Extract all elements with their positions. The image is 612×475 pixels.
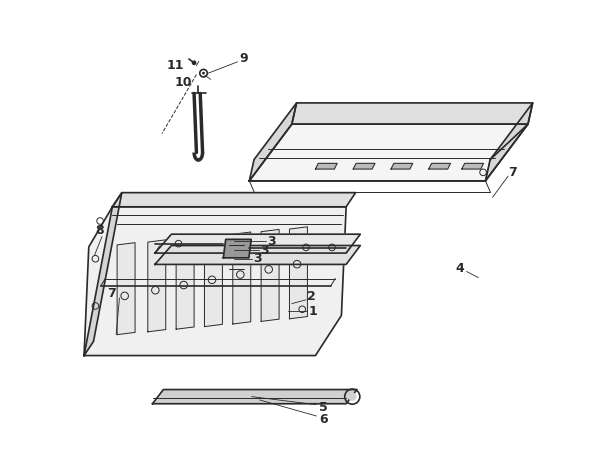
Text: 3: 3 bbox=[261, 244, 269, 257]
Text: 2: 2 bbox=[307, 290, 316, 303]
Polygon shape bbox=[152, 390, 357, 404]
Text: 10: 10 bbox=[174, 76, 192, 89]
Text: 9: 9 bbox=[239, 53, 248, 66]
Polygon shape bbox=[113, 193, 356, 207]
Polygon shape bbox=[315, 163, 337, 169]
Polygon shape bbox=[84, 193, 122, 356]
Polygon shape bbox=[249, 124, 528, 181]
Polygon shape bbox=[204, 235, 222, 327]
Circle shape bbox=[202, 72, 205, 75]
Text: 7: 7 bbox=[107, 287, 116, 300]
Polygon shape bbox=[249, 103, 297, 181]
Polygon shape bbox=[84, 207, 346, 356]
Polygon shape bbox=[292, 103, 532, 124]
Polygon shape bbox=[261, 229, 279, 322]
Polygon shape bbox=[233, 232, 251, 324]
Polygon shape bbox=[117, 243, 135, 335]
Polygon shape bbox=[391, 163, 412, 169]
Text: 5: 5 bbox=[319, 401, 328, 414]
Text: 11: 11 bbox=[167, 59, 184, 72]
Polygon shape bbox=[223, 239, 251, 258]
Polygon shape bbox=[353, 163, 375, 169]
Text: 4: 4 bbox=[455, 262, 464, 275]
Polygon shape bbox=[155, 234, 360, 253]
Text: 3: 3 bbox=[267, 235, 276, 248]
Polygon shape bbox=[289, 227, 307, 319]
Circle shape bbox=[348, 392, 357, 401]
Text: 8: 8 bbox=[95, 224, 103, 238]
Text: 7: 7 bbox=[509, 166, 517, 179]
Polygon shape bbox=[148, 240, 166, 332]
Polygon shape bbox=[429, 163, 450, 169]
Polygon shape bbox=[485, 103, 532, 181]
Text: 1: 1 bbox=[308, 304, 318, 318]
Circle shape bbox=[192, 60, 196, 65]
Text: 3: 3 bbox=[253, 252, 262, 265]
Text: 6: 6 bbox=[319, 413, 328, 426]
Polygon shape bbox=[176, 237, 194, 329]
Polygon shape bbox=[462, 163, 483, 169]
Polygon shape bbox=[155, 246, 360, 265]
